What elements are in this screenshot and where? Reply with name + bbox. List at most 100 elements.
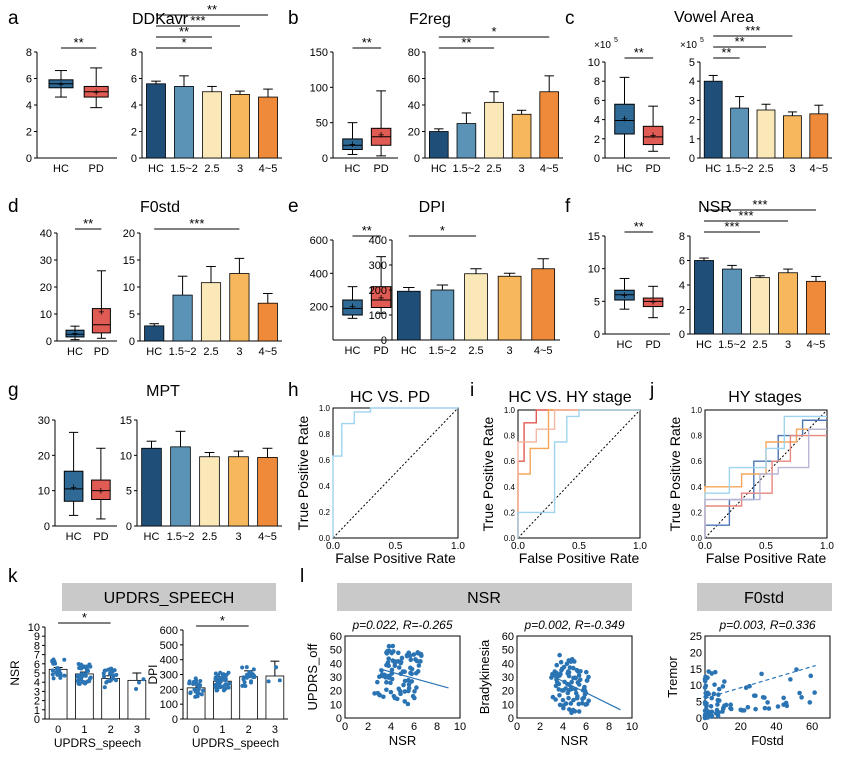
panel-l-tremor-dot: [709, 709, 715, 715]
panel-l-tremor-dot: [703, 683, 709, 689]
panel-b-bar-sig-label: **: [461, 35, 471, 50]
panel-l-tremor-dot: [759, 671, 764, 677]
panel-l-tremor-x-tick-label: 40: [770, 721, 782, 733]
panel-i-roc-x-tick-label: 0.0: [511, 541, 525, 552]
panel-j-roc-y-tick-label: 0.8: [691, 432, 703, 441]
panel-j-roc-curve: [704, 415, 827, 538]
panel-d-box-y-tick-label: 10: [40, 309, 52, 321]
panel-l-bradykinesia-dot: [567, 707, 572, 712]
panel-k-nsr-x-tick-label: 1: [81, 724, 87, 736]
panel-j-roc-y-label: True Positive Rate: [667, 416, 683, 531]
panel-l-updrs-off-dot: [406, 685, 412, 691]
panel-l-bradykinesia-x-tick-label: 4: [560, 721, 566, 733]
panel-d-bar-sig-label: ***: [189, 216, 204, 231]
panel-j-roc-curve: [704, 419, 827, 538]
panel-c-box-x-tick-label: HC: [617, 163, 633, 175]
panel-e-box-y-tick-label: 400: [310, 268, 328, 280]
panel-l-tremor-dot: [745, 704, 751, 710]
panel-b-box-sig-label: **: [362, 35, 372, 50]
panel-k-dpi-dot: [274, 665, 279, 670]
panel-l-bradykinesia-dot: [553, 683, 559, 689]
panel-l-tremor-x-tick-label: 20: [735, 721, 747, 733]
panel-d-bar-y-tick-label: 5: [129, 309, 135, 321]
panel-l-tremor-dot: [708, 704, 714, 709]
panel-b-box-mean-marker: +: [349, 139, 355, 151]
panel-k-nsr-y-label: NSR: [8, 660, 22, 686]
panel-j-roc-y-tick-label: 0.6: [691, 457, 703, 466]
panel-l-bradykinesia-dot: [576, 701, 582, 707]
panel-g-bar-bar: [170, 446, 191, 527]
panel-l-tremor-dot: [794, 667, 799, 672]
panel-l-tremor-dot: [720, 709, 725, 714]
panel-e-bar-x-tick-label: 1.5~2: [428, 345, 456, 357]
panel-d-bar-bar: [172, 294, 193, 342]
panel-h-letter: h: [288, 380, 299, 401]
panel-k-nsr-dot: [82, 665, 87, 670]
panel-c-box-y-tick-label: 10: [588, 57, 600, 69]
panel-e-bar-bar: [464, 273, 488, 341]
panel-g-box-y-tick-label: 0: [44, 521, 50, 533]
panel-d-bar-bar: [257, 302, 278, 342]
panel-f-bar-sig-label: ***: [752, 197, 767, 212]
panel-k-dpi-dot: [247, 674, 252, 679]
panel-l-tremor-dot: [709, 671, 715, 676]
panel-i-title: HC VS. HY stage: [508, 389, 631, 406]
panel-k-nsr-dot: [84, 680, 89, 685]
panel-b-bar-sig-label: *: [491, 24, 496, 39]
panel-d-bar-x-tick-label: 4~5: [258, 346, 277, 358]
panel-a-bar-x-tick-label: 2.5: [204, 163, 219, 175]
panel-e-bar-x-tick-label: 4~5: [534, 345, 553, 357]
panel-a-bar-sig-label: **: [207, 2, 217, 17]
panel-l-updrs-off-x-tick-label: 4: [388, 721, 394, 733]
panel-a-bar-y-tick-label: 0: [131, 153, 137, 165]
panel-i-roc-y-tick-label: 1.0: [504, 406, 516, 415]
panel-g-letter: g: [8, 380, 19, 401]
panel-l-tremor-x-tick-label: 60: [806, 721, 818, 733]
panel-i-roc-y-tick-label: 0.2: [504, 508, 516, 517]
panel-g-bar-bar: [228, 456, 249, 527]
panel-k-nsr-dot: [54, 666, 59, 671]
panel-l-updrs-off-y-tick-label: 20: [330, 686, 342, 698]
panel-g-bar-y-tick-label: 0: [126, 521, 132, 533]
panel-c-box-mean-marker: +: [621, 114, 627, 126]
panel-k-nsr-dot: [79, 672, 84, 677]
panel-b-bar-y-tick-label: 60: [408, 74, 420, 86]
panel-c-bar-bar: [783, 115, 802, 159]
panel-l-f0-header-bg: [697, 583, 832, 611]
panel-h-roc-chance-diagonal: [332, 407, 459, 539]
panel-l-tremor-dot: [799, 695, 804, 700]
panel-i-roc-curve: [517, 409, 640, 538]
panel-b-box-y-tick-label: 50: [316, 118, 328, 130]
panel-c-bar-multiplier: ×10: [680, 40, 697, 51]
panel-k-dpi-dot: [191, 679, 196, 684]
panel-l-updrs-off-dot: [394, 696, 400, 702]
panel-c-bar-y-tick-label: 4: [689, 76, 695, 88]
panel-k-dpi-dot: [201, 688, 206, 693]
panel-c-bar-x-tick-label: HC: [705, 163, 721, 175]
panel-g-box-y-tick-label: 10: [38, 486, 50, 498]
panel-l-bradykinesia-dot: [580, 696, 585, 702]
panel-l-bradykinesia-frame: [516, 635, 633, 719]
panel-l-updrs-off-y-label: UPDRS_off: [305, 643, 320, 710]
panel-f-bar-x-tick-label: 2.5: [752, 339, 767, 351]
panel-k-dpi-dot: [218, 685, 223, 690]
panel-a-box-y-tick-label: 6: [26, 74, 32, 86]
panel-a-bar-y-tick-label: 2: [131, 127, 137, 139]
panel-a-bar-y-tick-label: 4: [131, 100, 137, 112]
panel-f-bar-bar: [778, 272, 798, 335]
panel-l-updrs-off-dot: [405, 701, 411, 707]
panel-b-bar-bar: [484, 101, 504, 159]
panel-l-nsr-header-text: NSR: [467, 590, 501, 607]
panel-c-bar-y-tick-label: 1: [689, 134, 695, 146]
panel-l-bradykinesia-dot: [571, 665, 576, 671]
panel-l-tremor-dot: [716, 686, 722, 692]
panel-l-bradykinesia-dot: [552, 669, 558, 674]
panel-k-nsr-x-tick-label: 0: [55, 724, 61, 736]
panel-k-nsr-dot: [114, 672, 119, 677]
panel-l-updrs-off-dot: [388, 680, 393, 686]
panel-e-box-x-tick-label: PD: [373, 345, 388, 357]
panel-l-updrs-off-x-tick-label: 6: [411, 721, 417, 733]
panel-k-dpi-dot: [243, 683, 248, 688]
panel-b-box-box: [342, 138, 363, 151]
panel-l-updrs-off-dot: [381, 672, 387, 678]
